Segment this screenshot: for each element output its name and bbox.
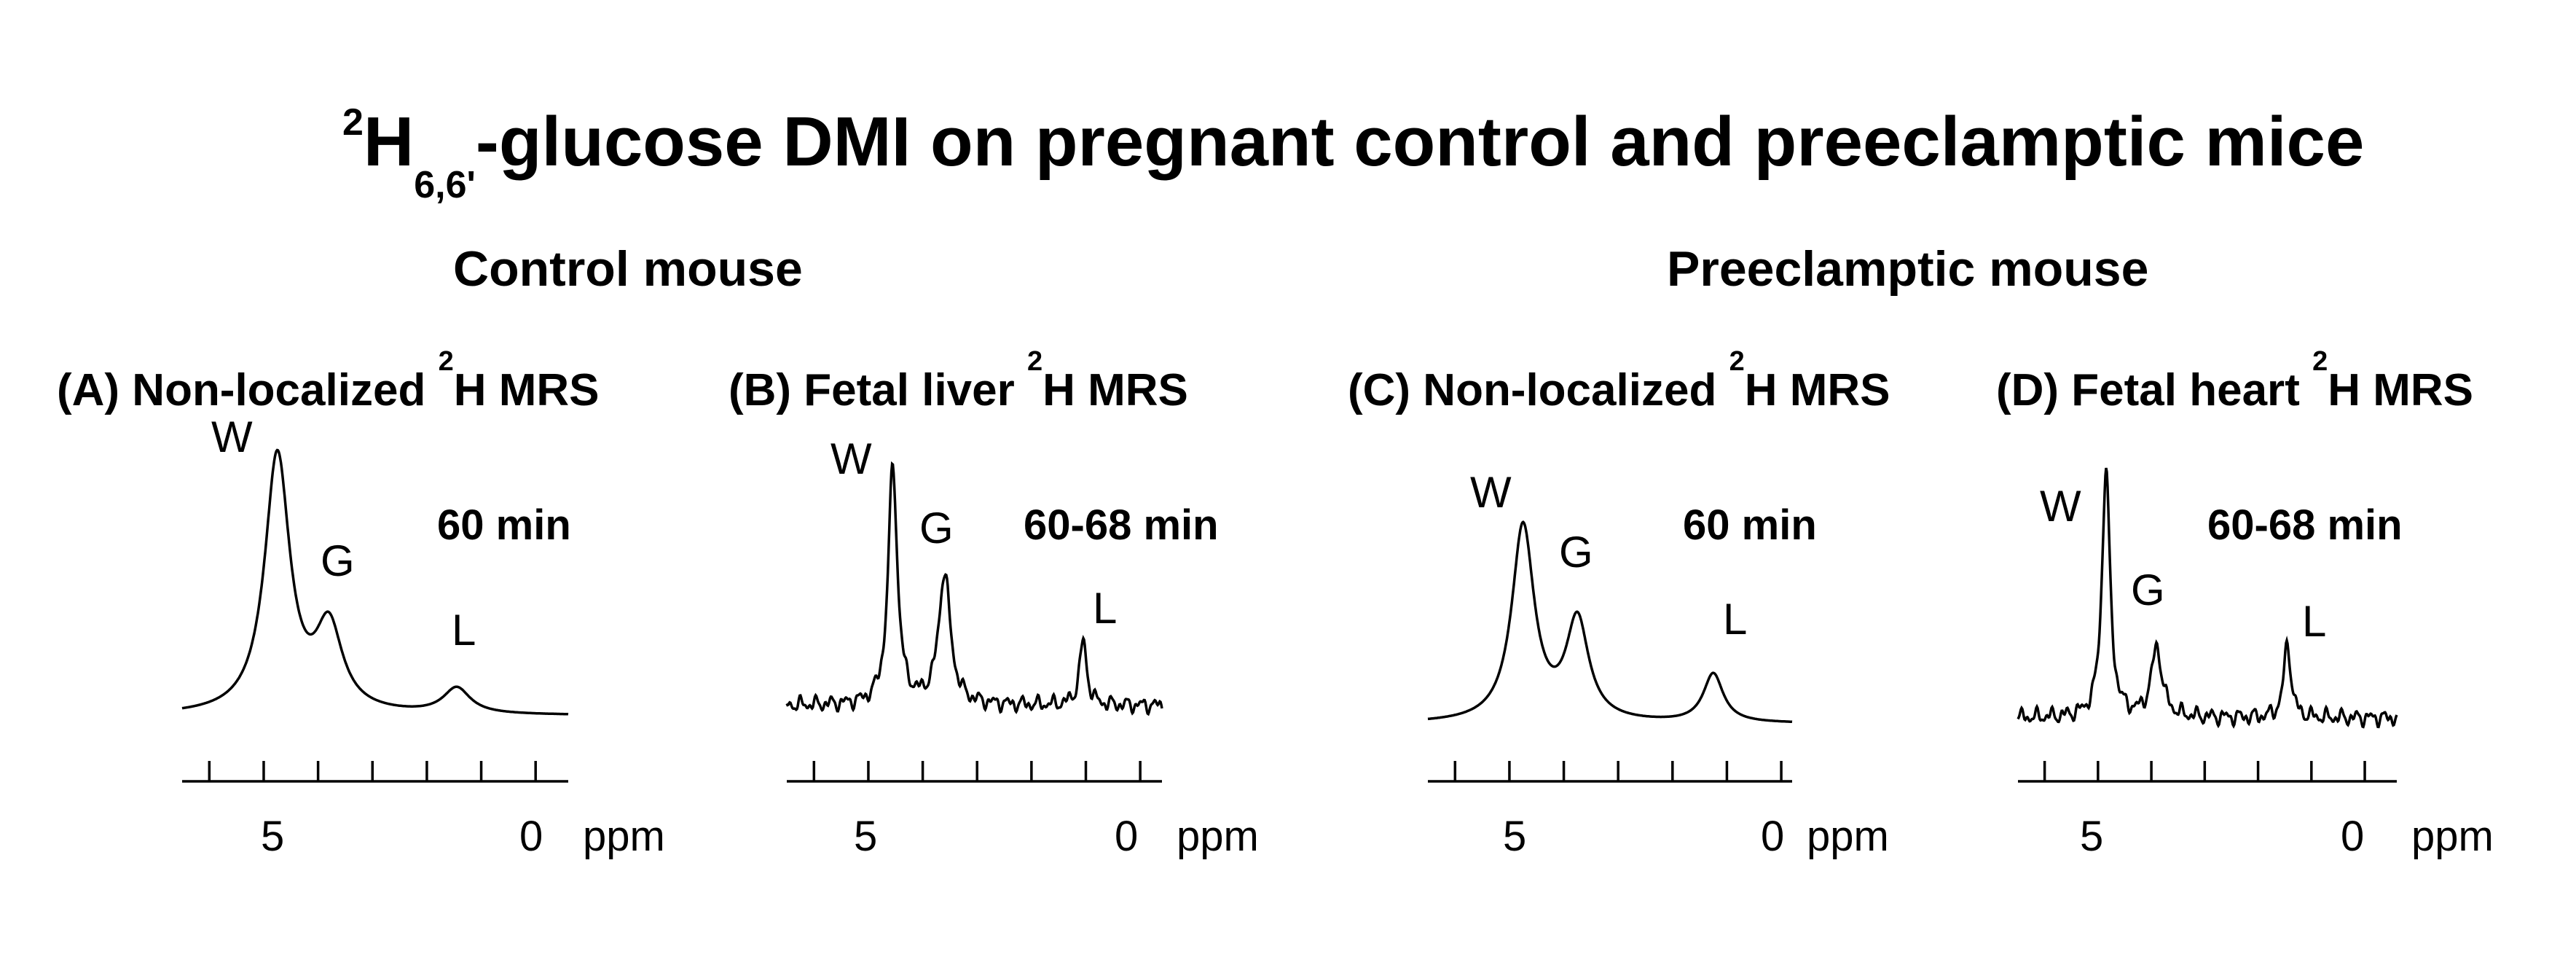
time-label: 60-68 min: [2207, 501, 2403, 549]
peak-label-g: G: [1559, 528, 1593, 577]
x-axis-unit: ppm: [583, 813, 665, 860]
group-label-preeclamptic: Preeclamptic mouse: [1667, 241, 2149, 297]
spectrum-line-3: [2017, 467, 2398, 729]
x-tick-label-0: 0: [1761, 813, 1784, 860]
title-isotope: 2: [342, 101, 364, 144]
time-label: 60 min: [437, 501, 571, 549]
peak-label-w: W: [2040, 482, 2081, 531]
peak-label-w: W: [830, 434, 872, 483]
group-label-control: Control mouse: [453, 241, 803, 297]
peak-label-l: L: [2302, 597, 2326, 646]
x-axis-unit: ppm: [2411, 813, 2494, 860]
x-tick-label-5: 5: [261, 813, 284, 860]
x-tick-label-0: 0: [2341, 813, 2364, 860]
panel-title-a: (A) Non-localized 2H MRS: [57, 346, 600, 415]
figure-title: 2H6,6'-glucose DMI on pregnant control a…: [342, 101, 2365, 206]
panel-title-d: (D) Fetal heart 2H MRS: [1996, 346, 2473, 415]
spectrum-line-1: [785, 461, 1163, 716]
x-tick-label-5: 5: [1503, 813, 1526, 860]
peak-label-g: G: [2131, 566, 2165, 614]
x-tick-label-0: 0: [1115, 813, 1138, 860]
peak-label-l: L: [452, 606, 476, 655]
x-tick-label-0: 0: [519, 813, 543, 860]
peak-label-g: G: [321, 536, 355, 585]
time-label: 60 min: [1683, 501, 1817, 549]
x-tick-label-5: 5: [854, 813, 877, 860]
x-axis-unit: ppm: [1807, 813, 1889, 860]
panel-title-b: (B) Fetal liver 2H MRS: [729, 346, 1188, 415]
peak-label-l: L: [1723, 595, 1747, 644]
spectrum-line-2: [1427, 520, 1793, 724]
x-tick-label-5: 5: [2080, 813, 2103, 860]
spectrum-line-0: [181, 448, 569, 716]
peak-label-l: L: [1093, 584, 1117, 633]
title-rest: -glucose DMI on pregnant control and pre…: [475, 103, 2365, 181]
peak-label-w: W: [211, 413, 253, 461]
title-element: H: [363, 103, 415, 181]
peak-label-g: G: [919, 504, 954, 552]
time-label: 60-68 min: [1024, 501, 1219, 549]
panel-title-c: (C) Non-localized 2H MRS: [1348, 346, 1890, 415]
title-subscript: 6,6': [414, 164, 476, 207]
x-axis-unit: ppm: [1177, 813, 1259, 860]
peak-label-w: W: [1470, 468, 1512, 517]
